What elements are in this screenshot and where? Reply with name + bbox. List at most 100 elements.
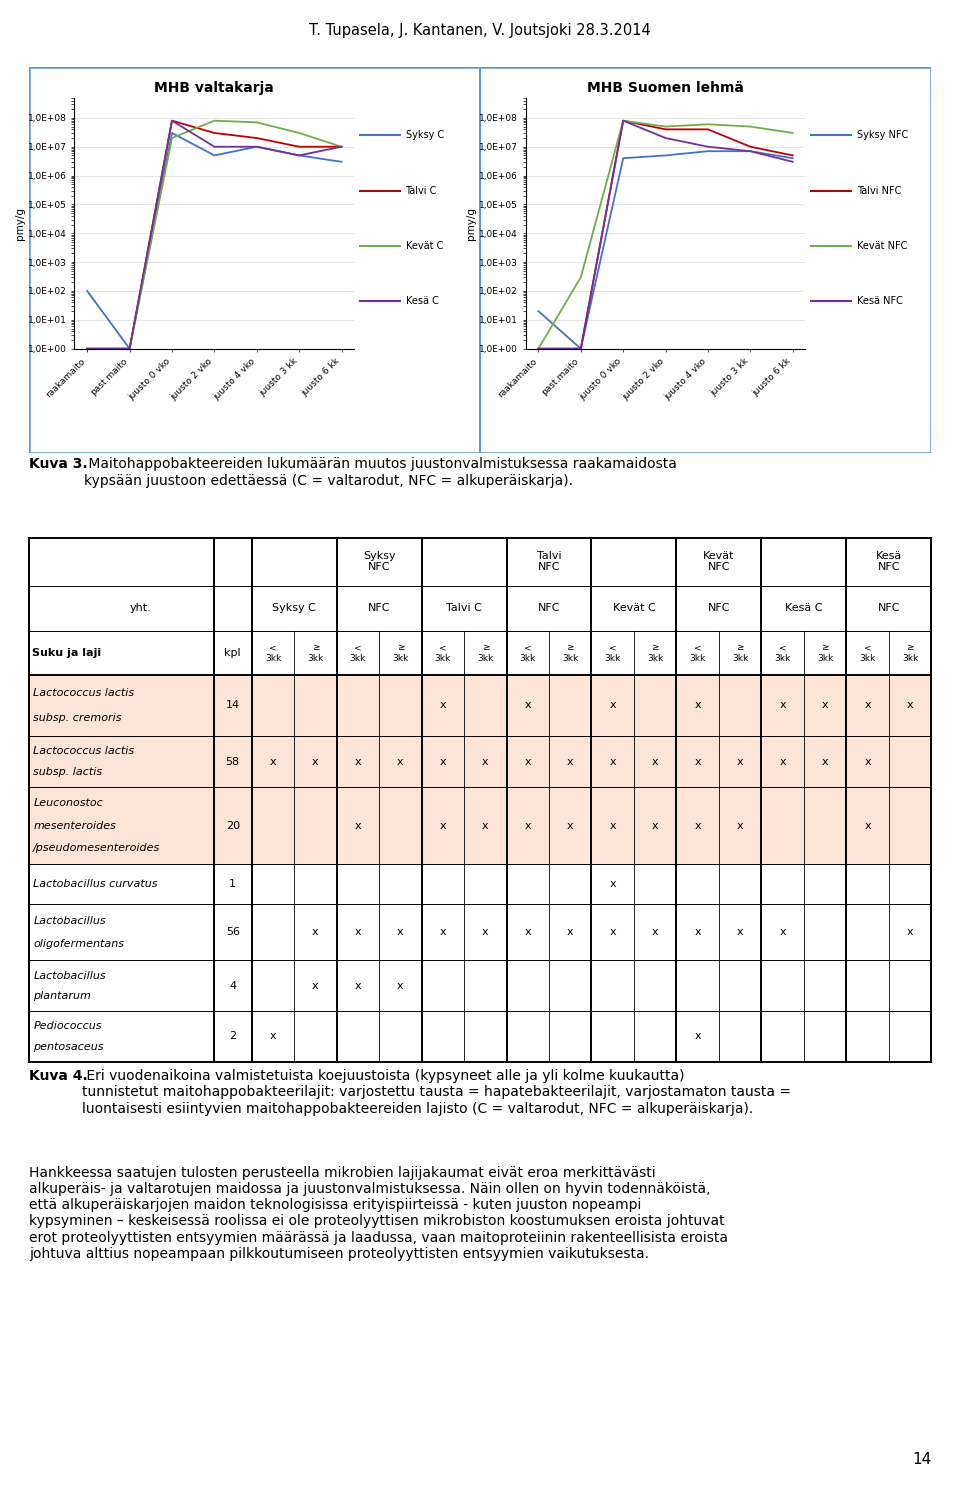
Kesä NFC — [745, 143, 756, 160]
Text: x: x — [440, 756, 446, 766]
Text: Talvi C: Talvi C — [405, 186, 437, 196]
Text: ≥
3kk: ≥ 3kk — [307, 643, 324, 662]
Text: x: x — [567, 821, 573, 830]
Syksy NFC — [533, 303, 544, 321]
Text: x: x — [694, 701, 701, 710]
Text: x: x — [864, 821, 871, 830]
Kesä C — [124, 340, 135, 358]
Text: Pediococcus: Pediococcus — [34, 1022, 102, 1031]
Text: x: x — [354, 821, 361, 830]
Text: ≥
3kk: ≥ 3kk — [563, 643, 578, 662]
Text: x: x — [864, 756, 871, 766]
Syksy NFC — [702, 143, 713, 160]
Text: plantarum: plantarum — [34, 990, 91, 1001]
Text: x: x — [822, 756, 828, 766]
Text: Kuva 4.: Kuva 4. — [29, 1069, 87, 1083]
Text: Talvi
NFC: Talvi NFC — [537, 551, 562, 572]
Text: x: x — [397, 927, 403, 937]
Line: Kesä NFC: Kesä NFC — [539, 120, 793, 349]
Syksy C — [336, 153, 348, 171]
Text: Kesä
NFC: Kesä NFC — [876, 551, 901, 572]
Text: 14: 14 — [912, 1451, 931, 1467]
Text: Lactococcus lactis: Lactococcus lactis — [34, 747, 134, 756]
Text: x: x — [270, 1032, 276, 1041]
Text: x: x — [822, 701, 828, 710]
Line: Kevät C: Kevät C — [87, 120, 342, 349]
Text: Kesä NFC: Kesä NFC — [856, 296, 902, 306]
Text: 56: 56 — [226, 927, 240, 937]
Text: ≥
3kk: ≥ 3kk — [732, 643, 748, 662]
Text: x: x — [780, 701, 786, 710]
Text: x: x — [864, 701, 871, 710]
Kevät NFC — [745, 117, 756, 135]
Text: x: x — [780, 756, 786, 766]
Text: Leuconostoc: Leuconostoc — [34, 799, 103, 808]
Talvi C — [294, 138, 305, 156]
Syksy NFC — [660, 147, 671, 165]
Text: Kesä C: Kesä C — [785, 603, 823, 613]
Text: 4: 4 — [229, 980, 236, 990]
Text: Kevät
NFC: Kevät NFC — [703, 551, 734, 572]
Syksy NFC — [575, 340, 587, 358]
Text: Syksy
NFC: Syksy NFC — [363, 551, 396, 572]
Text: x: x — [354, 756, 361, 766]
Title: MHB valtakarja: MHB valtakarja — [155, 82, 275, 95]
Syksy C — [294, 147, 305, 165]
Text: 20: 20 — [226, 821, 240, 830]
Text: Lactobacillus curvatus: Lactobacillus curvatus — [34, 879, 157, 890]
Text: Syksy NFC: Syksy NFC — [856, 131, 908, 141]
Text: x: x — [440, 927, 446, 937]
Text: x: x — [524, 821, 531, 830]
Text: Kevät C: Kevät C — [612, 603, 656, 613]
Text: 14: 14 — [226, 701, 240, 710]
Text: x: x — [567, 756, 573, 766]
Text: x: x — [736, 756, 743, 766]
Talvi C — [82, 340, 93, 358]
Kevät C — [166, 129, 178, 147]
Text: x: x — [906, 701, 913, 710]
Text: <
3kk: < 3kk — [689, 643, 706, 662]
Text: x: x — [610, 927, 616, 937]
Kesä C — [166, 111, 178, 129]
Talvi NFC — [787, 147, 799, 165]
Text: subsp. cremoris: subsp. cremoris — [34, 713, 122, 723]
FancyBboxPatch shape — [29, 67, 931, 453]
Text: kpl: kpl — [225, 647, 241, 658]
Kesä NFC — [702, 138, 713, 156]
Text: ≥
3kk: ≥ 3kk — [901, 643, 918, 662]
Talvi NFC — [575, 340, 587, 358]
Text: x: x — [524, 756, 531, 766]
Syksy C — [208, 147, 220, 165]
Text: Suku ja laji: Suku ja laji — [33, 647, 102, 658]
Talvi C — [251, 129, 262, 147]
Text: NFC: NFC — [368, 603, 391, 613]
Kesä C — [294, 147, 305, 165]
Text: x: x — [610, 701, 616, 710]
Text: ≥
3kk: ≥ 3kk — [477, 643, 493, 662]
Kesä C — [251, 138, 262, 156]
Text: x: x — [354, 927, 361, 937]
Text: Kuva 3.: Kuva 3. — [29, 457, 87, 471]
Text: x: x — [736, 927, 743, 937]
Kesä NFC — [660, 129, 671, 147]
Line: Syksy C: Syksy C — [87, 134, 342, 349]
Text: x: x — [397, 980, 403, 990]
Text: x: x — [694, 1032, 701, 1041]
Kesä NFC — [533, 340, 544, 358]
Text: x: x — [610, 879, 616, 890]
Text: NFC: NFC — [708, 603, 731, 613]
Kesä C — [82, 340, 93, 358]
Kevät NFC — [533, 340, 544, 358]
Text: <
3kk: < 3kk — [519, 643, 536, 662]
Text: x: x — [440, 701, 446, 710]
Text: x: x — [312, 756, 319, 766]
Talvi C — [166, 111, 178, 129]
Text: mesenteroides: mesenteroides — [34, 821, 116, 830]
Text: Lactobacillus: Lactobacillus — [34, 971, 106, 980]
Text: Maitohappobakteereiden lukumäärän muutos juustonvalmistuksessa raakamaidosta
kyp: Maitohappobakteereiden lukumäärän muutos… — [84, 457, 677, 487]
Text: Kesä C: Kesä C — [405, 296, 439, 306]
Text: x: x — [780, 927, 786, 937]
Text: x: x — [652, 821, 659, 830]
Kevät C — [336, 138, 348, 156]
Text: Kevät C: Kevät C — [405, 241, 443, 251]
